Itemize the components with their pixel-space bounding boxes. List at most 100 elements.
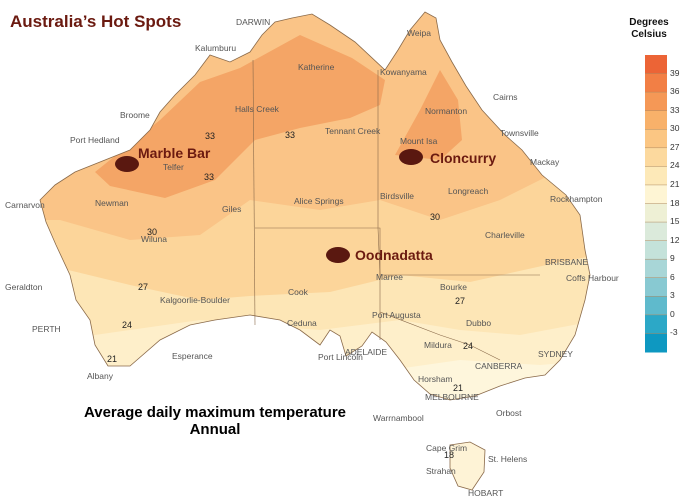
legend-swatch <box>645 147 667 167</box>
place-label: Charleville <box>485 230 525 240</box>
place-label: St. Helens <box>488 454 528 464</box>
legend-bar <box>645 55 667 353</box>
place-label: Port Lincoln <box>318 352 363 362</box>
legend-swatch <box>645 73 667 93</box>
isotherm-label: 21 <box>107 354 118 364</box>
legend-swatch <box>645 314 667 334</box>
legend-tick-label: 3 <box>670 290 675 301</box>
place-label: HOBART <box>468 488 504 498</box>
place-label: Marree <box>376 272 403 282</box>
place-label: Esperance <box>172 351 213 361</box>
place-label: Mount Isa <box>400 136 438 146</box>
legend-swatch <box>645 259 667 279</box>
legend-title: Degrees Celsius <box>618 17 680 41</box>
place-label: Tennant Creek <box>325 126 381 136</box>
place-label: Kalumburu <box>195 43 237 53</box>
isotherm-label: 18 <box>444 450 455 460</box>
legend-tick-label: 6 <box>670 271 675 282</box>
place-label: Cape Grim <box>426 443 468 453</box>
isotherm-label: 24 <box>463 341 474 351</box>
place-label: Katherine <box>298 62 335 72</box>
legend-tick-label: 9 <box>670 253 675 264</box>
place-label: Orbost <box>496 408 522 418</box>
legend-swatch <box>645 129 667 149</box>
legend-swatch <box>645 222 667 242</box>
place-label: Carnarvon <box>5 200 45 210</box>
place-label: Bourke <box>440 282 467 292</box>
subtitle-line2: Annual <box>189 421 241 438</box>
state-borders <box>252 59 540 361</box>
isotherm-label: 27 <box>455 296 466 306</box>
place-label: SYDNEY <box>538 349 573 359</box>
place-label: Coffs Harbour <box>566 273 619 283</box>
isotherm-label: 30 <box>430 212 441 222</box>
legend-title-line1: Degrees <box>629 17 669 28</box>
legend-tick-label: 39 <box>670 67 680 78</box>
label-marble-bar: Marble Bar <box>138 145 211 161</box>
legend-swatch <box>645 333 667 353</box>
place-label: Kalgoorlie-Boulder <box>160 295 230 305</box>
legend-swatch <box>645 110 667 130</box>
legend-tick-label: 0 <box>670 308 675 319</box>
isotherm-label: 30 <box>147 227 158 237</box>
place-label: Halls Creek <box>235 104 279 114</box>
place-label: DARWIN <box>236 17 271 27</box>
legend-swatch <box>645 296 667 316</box>
label-oodnadatta: Oodnadatta <box>355 247 433 263</box>
legend-tick-label: 21 <box>670 178 680 189</box>
legend-tick-label: -3 <box>670 327 678 338</box>
place-label: Albany <box>87 371 113 381</box>
place-label: Mildura <box>424 340 452 350</box>
place-label: ADELAIDE <box>345 347 388 357</box>
legend-tick-label: 24 <box>670 160 680 171</box>
label-cloncurry: Cloncurry <box>430 150 497 166</box>
place-label: Weipa <box>407 28 431 38</box>
place-label: CANBERRA <box>475 361 523 371</box>
hot-spot-oodnadatta <box>326 247 350 263</box>
subtitle-line1: Average daily maximum temperature <box>83 404 347 421</box>
place-label: Warrnambool <box>373 413 424 423</box>
hot-spot-markers <box>115 149 423 263</box>
legend-swatch <box>645 240 667 260</box>
place-label: Geraldton <box>5 282 43 292</box>
place-label: Dubbo <box>466 318 492 328</box>
legend-swatch <box>645 92 667 112</box>
place-label: Giles <box>222 204 242 214</box>
tasmania <box>449 441 486 491</box>
legend-tick-label: 12 <box>670 234 680 245</box>
place-label: Port Augusta <box>372 310 421 320</box>
isotherm-label: 24 <box>122 320 133 330</box>
place-label: Townsville <box>500 128 539 138</box>
place-label: Ceduna <box>287 318 317 328</box>
hot-spot-marble-bar <box>115 156 139 172</box>
place-label: Birdsville <box>380 191 415 201</box>
place-label: MELBOURNE <box>425 392 479 402</box>
place-label: Longreach <box>448 186 489 196</box>
subtitle: Average daily maximum temperature Annual <box>60 404 370 438</box>
legend-swatch <box>645 203 667 223</box>
place-label: Kowanyama <box>380 67 427 77</box>
legend-tick-label: 15 <box>670 216 680 227</box>
isotherm-label: 33 <box>205 131 216 141</box>
isotherm-label: 33 <box>285 130 296 140</box>
place-label: Wiluna <box>141 234 167 244</box>
place-label: Rockhampton <box>550 194 603 204</box>
legend-swatch <box>645 277 667 297</box>
map-title: Australia’s Hot Spots <box>10 12 182 31</box>
legend-swatch <box>645 55 667 75</box>
place-label: Cairns <box>493 92 518 102</box>
place-label: Telfer <box>163 162 184 172</box>
isotherm-label: 33 <box>204 172 215 182</box>
hot-spot-cloncurry <box>399 149 423 165</box>
legend-tick-label: 27 <box>670 141 680 152</box>
legend-tick-label: 33 <box>670 104 680 115</box>
legend-tick-label: 36 <box>670 86 680 97</box>
isotherm-label: 27 <box>138 282 149 292</box>
place-label: Alice Springs <box>294 196 344 206</box>
place-label: Horsham <box>418 374 453 384</box>
place-label: Port Hedland <box>70 135 120 145</box>
legend-title-line2: Celsius <box>631 29 667 40</box>
place-label: Normanton <box>425 106 468 116</box>
